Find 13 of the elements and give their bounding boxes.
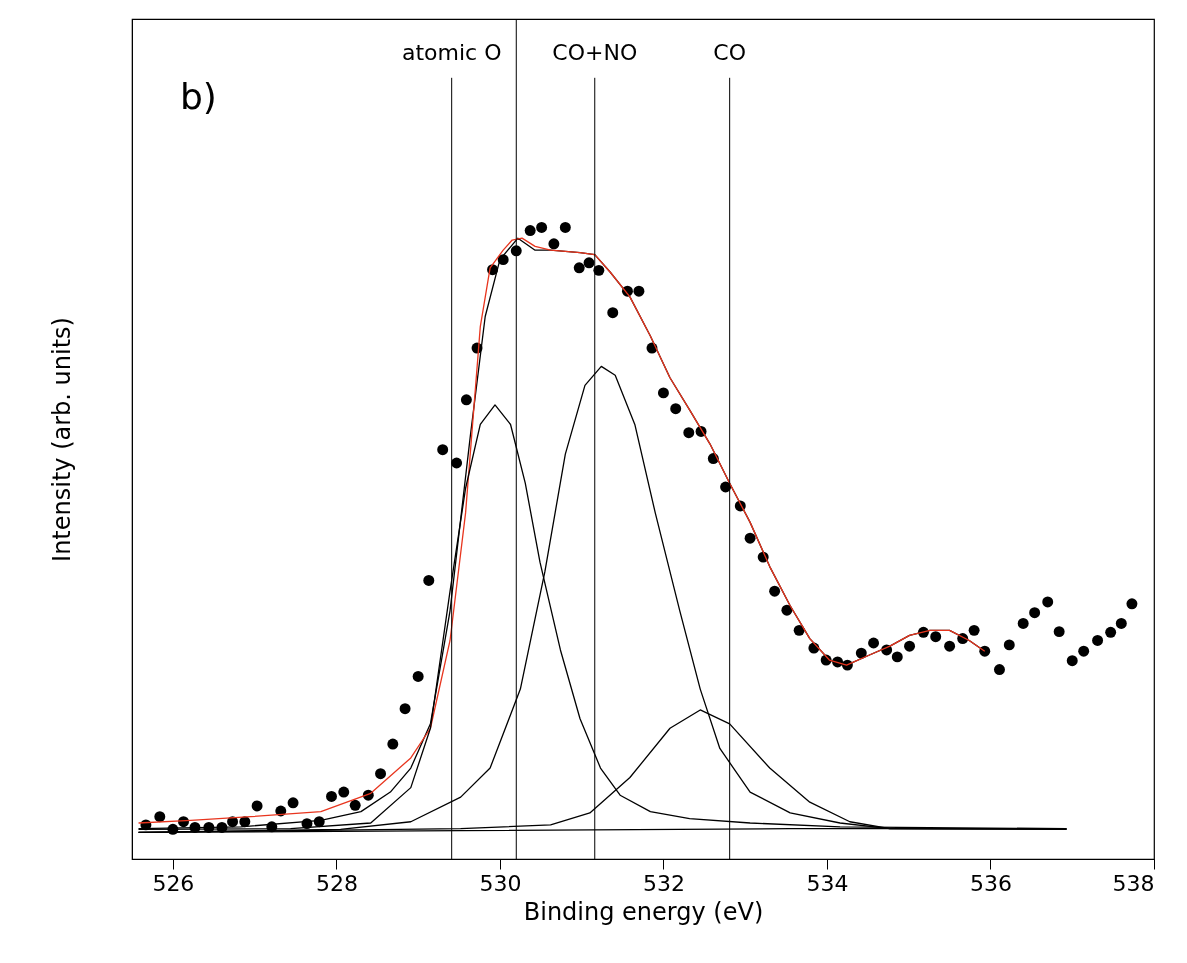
- x-tick-label: 526: [152, 870, 195, 896]
- x-tick-label: 528: [315, 870, 358, 896]
- ref-line-label: CO: [713, 40, 747, 66]
- y-axis-title: Intensity (arb. units): [47, 317, 76, 562]
- ref-line-label: CO+NO: [552, 40, 638, 66]
- x-tick-label: 530: [479, 870, 522, 896]
- x-tick-label: 538: [1112, 870, 1155, 896]
- ref-line-label: atomic O: [401, 40, 502, 66]
- x-axis-title: Binding energy (eV): [523, 897, 764, 926]
- x-tick-label: 534: [806, 870, 849, 896]
- text: b): [180, 76, 217, 117]
- x-tick-label: 536: [969, 870, 1012, 896]
- x-tick-label: 532: [642, 870, 685, 896]
